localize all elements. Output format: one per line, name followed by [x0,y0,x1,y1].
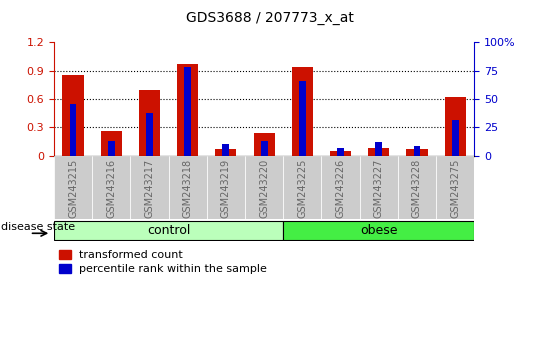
Bar [436,156,474,219]
Bar [330,151,351,156]
Text: GSM243225: GSM243225 [298,159,307,218]
Bar [207,156,245,219]
Legend: transformed count, percentile rank within the sample: transformed count, percentile rank withi… [59,250,267,274]
Bar [445,97,466,156]
Bar [253,133,274,156]
Bar [216,149,237,156]
Bar [283,221,474,240]
Bar [108,141,115,156]
Bar [245,156,283,219]
Bar [63,75,84,156]
Bar [299,81,306,156]
Bar [70,104,77,156]
Bar [54,156,92,219]
Bar [368,148,389,156]
Bar [283,156,321,219]
Bar [54,221,283,240]
Text: GSM243228: GSM243228 [412,159,422,218]
Bar [398,156,436,219]
Text: GSM243220: GSM243220 [259,159,269,218]
Text: GDS3688 / 207773_x_at: GDS3688 / 207773_x_at [185,11,354,25]
Text: GSM243275: GSM243275 [450,159,460,218]
Bar [452,120,459,156]
Bar [92,156,130,219]
Bar [130,156,169,219]
Bar [101,131,122,156]
Text: GSM243219: GSM243219 [221,159,231,218]
Text: GSM243218: GSM243218 [183,159,192,218]
Bar [337,148,344,156]
Text: control: control [147,224,190,236]
Text: disease state: disease state [1,222,75,232]
Text: GSM243226: GSM243226 [336,159,345,218]
Text: GSM243215: GSM243215 [68,159,78,218]
Bar [139,90,160,156]
Bar [406,149,427,156]
Bar [321,156,360,219]
Bar [375,142,382,156]
Text: GSM243227: GSM243227 [374,159,384,218]
Bar [146,113,153,156]
Bar [223,144,229,156]
Bar [292,67,313,156]
Text: obese: obese [360,224,398,236]
Bar [360,156,398,219]
Bar [261,141,267,156]
Text: GSM243216: GSM243216 [106,159,116,218]
Text: GSM243217: GSM243217 [144,159,155,218]
Bar [413,145,420,156]
Bar [184,67,191,156]
Bar [177,64,198,156]
Bar [169,156,207,219]
